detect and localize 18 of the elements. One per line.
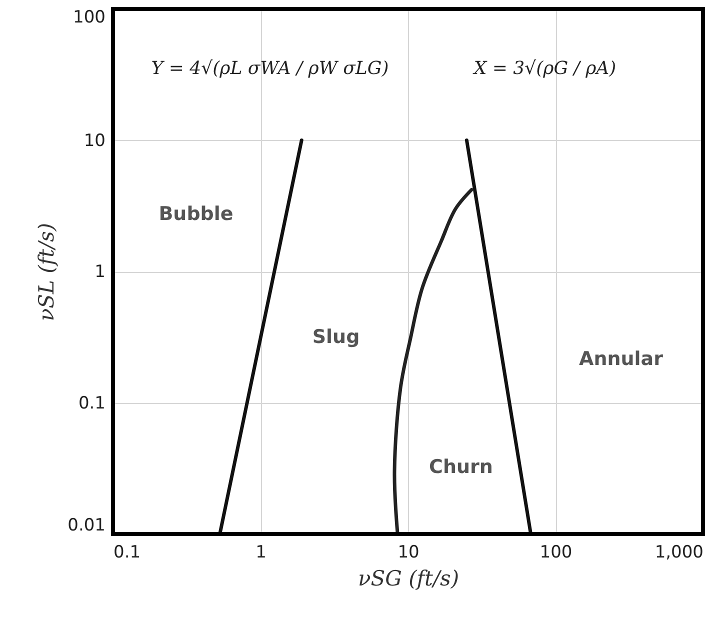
y-axis-title: νSL (ft/s): [34, 222, 59, 322]
annotation: Churn: [429, 456, 493, 478]
annotation: Slug: [312, 326, 360, 348]
x-axis-title: νSG (ft/s): [358, 566, 460, 590]
annotation: Bubble: [158, 203, 234, 225]
annotation: X = 3√(ρG / ρA): [472, 58, 616, 79]
annotation: Annular: [579, 348, 664, 370]
y-tick-label: 1: [94, 262, 106, 282]
x-tick-label: 100: [540, 542, 572, 562]
x-tick-label: 1: [256, 542, 266, 562]
x-tick-label: 10: [398, 542, 420, 562]
y-tick-label: 0.01: [68, 516, 106, 536]
annotation: Y = 4√(ρL σWA / ρW σLG): [151, 58, 389, 79]
y-tick-label: 10: [84, 130, 106, 151]
y-tick-label: 0.1: [78, 393, 106, 414]
x-tick-label: 0.1: [114, 542, 141, 562]
x-tick-label: 1,000: [654, 542, 704, 562]
y-tick-label: 100: [73, 8, 106, 28]
